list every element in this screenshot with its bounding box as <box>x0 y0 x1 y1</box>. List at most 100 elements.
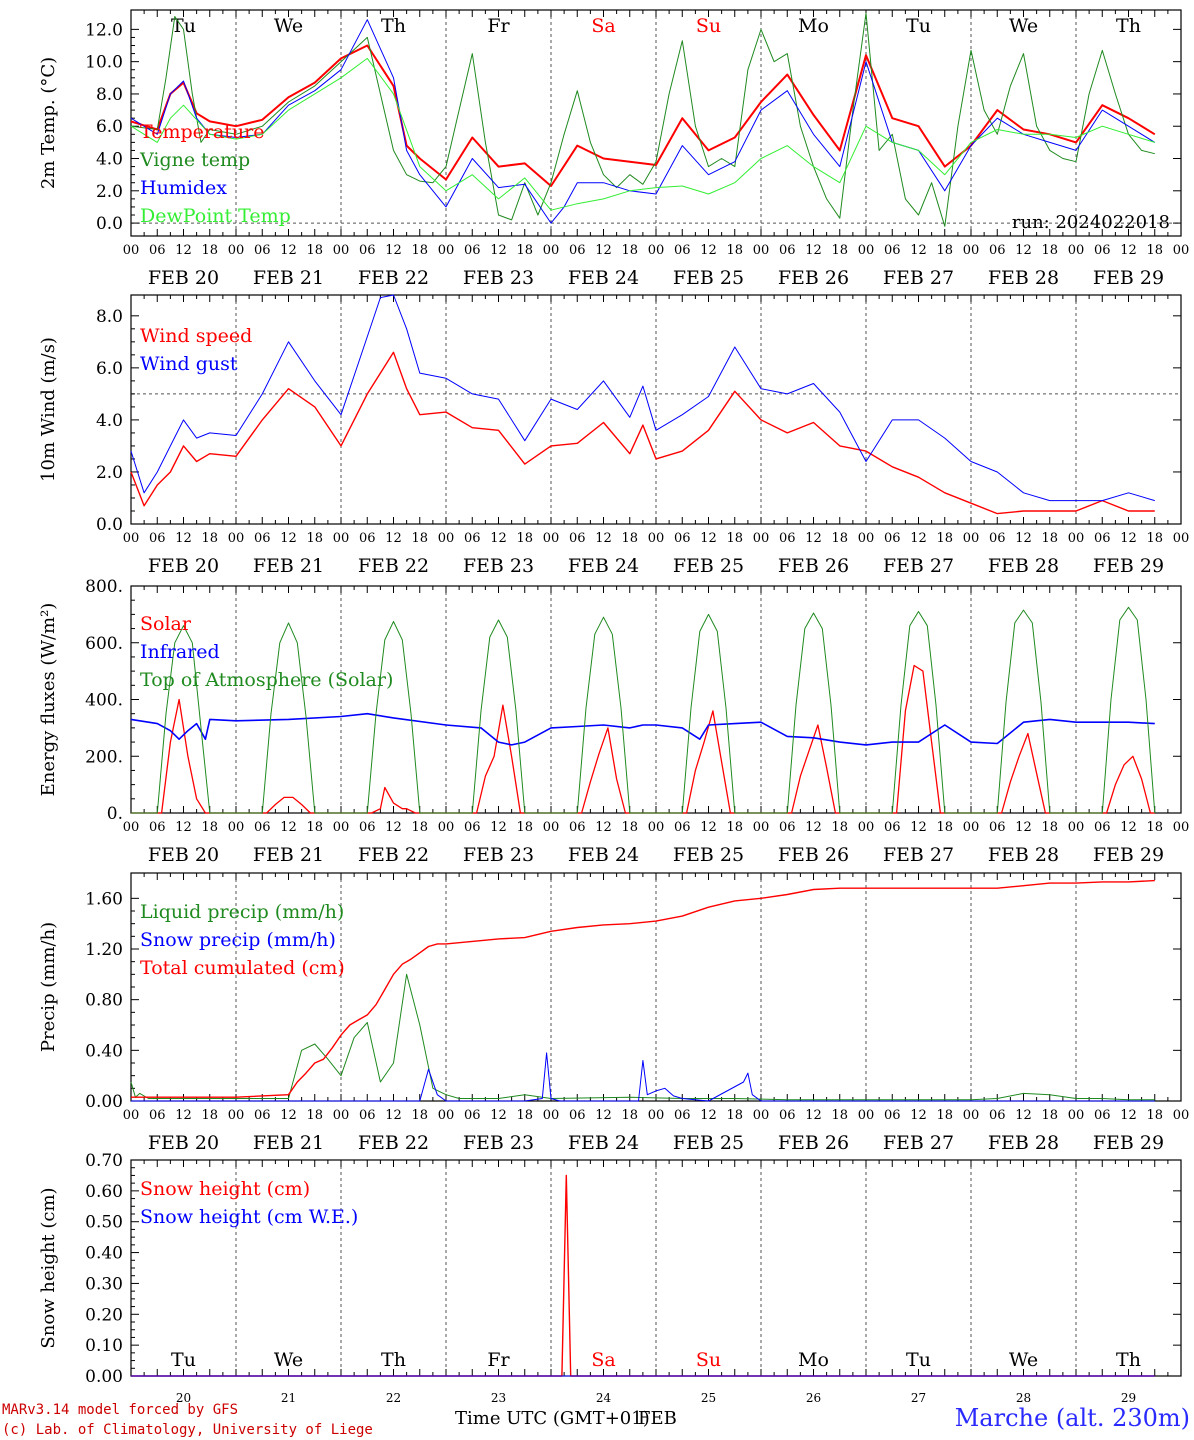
y-tick-label: 6.0 <box>96 117 123 137</box>
hour-label: 12 <box>805 820 822 835</box>
hour-label: 00 <box>543 820 560 835</box>
day-of-week-label: Th <box>1116 1349 1141 1371</box>
day-number-label: 24 <box>596 1391 612 1405</box>
series-total-cumulated-cm <box>131 879 1155 1098</box>
footer-lab: (c) Lab. of Climatology, University of L… <box>2 1422 373 1438</box>
hour-label: 00 <box>1173 243 1190 258</box>
day-of-week-label: Mo <box>798 15 829 37</box>
hour-label: 00 <box>858 1108 875 1123</box>
hour-label: 18 <box>1146 820 1163 835</box>
hour-label: 00 <box>753 243 770 258</box>
date-label: FEB 29 <box>1093 844 1164 866</box>
date-label: FEB 22 <box>358 267 429 289</box>
hour-label: 06 <box>569 1108 586 1123</box>
legend-entry: Humidex <box>140 177 227 199</box>
day-number-label: 20 <box>176 1391 191 1405</box>
hour-label: 18 <box>411 531 428 546</box>
hour-label: 12 <box>175 531 192 546</box>
hour-label: 12 <box>1015 820 1032 835</box>
panel-wind: 0.0 2.0 4.0 6.0 8.0 10m Wind (m/s) 00 06 12 18 00 0… <box>38 294 1189 577</box>
legend-entry: Infrared <box>140 641 220 663</box>
run-label: run: 2024022018 <box>1012 212 1170 233</box>
hour-label: 00 <box>648 243 665 258</box>
series-snow-precip-mm-h <box>131 1052 1155 1102</box>
day-number-label: 26 <box>806 1391 821 1405</box>
day-of-week-label: We <box>1009 1349 1038 1371</box>
hour-label: 12 <box>280 243 297 258</box>
hour-label: 18 <box>1146 1108 1163 1123</box>
hour-label: 18 <box>621 243 638 258</box>
date-label: FEB 27 <box>883 267 954 289</box>
hour-label: 18 <box>831 531 848 546</box>
hour-label: 12 <box>1120 243 1137 258</box>
hour-label: 18 <box>201 1108 218 1123</box>
hour-label: 06 <box>1094 531 1111 546</box>
hour-label: 18 <box>411 1108 428 1123</box>
hour-label: 00 <box>438 531 455 546</box>
hour-label: 06 <box>674 243 691 258</box>
hour-label: 06 <box>779 243 796 258</box>
hour-label: 00 <box>963 531 980 546</box>
date-label: FEB 24 <box>568 1132 639 1154</box>
hour-label: 00 <box>333 820 350 835</box>
hour-label: 18 <box>726 820 743 835</box>
date-label: FEB 25 <box>673 1132 744 1154</box>
station-name: Marche (alt. 230m) <box>955 1404 1190 1432</box>
hour-label: 18 <box>936 1108 953 1123</box>
hour-label: 06 <box>359 1108 376 1123</box>
y-tick-label: 800. <box>85 577 123 597</box>
hour-label: 12 <box>280 531 297 546</box>
hour-label: 18 <box>831 1108 848 1123</box>
date-label: FEB 20 <box>148 555 219 577</box>
hour-label: 12 <box>175 820 192 835</box>
hour-label: 00 <box>333 1108 350 1123</box>
hour-label: 06 <box>674 820 691 835</box>
y-tick-label: 200. <box>85 747 123 767</box>
hour-label: 12 <box>805 531 822 546</box>
hour-label: 18 <box>201 243 218 258</box>
day-of-week-label: We <box>1009 15 1038 37</box>
y-axis-title: 10m Wind (m/s) <box>38 337 59 482</box>
hour-label: 12 <box>805 1108 822 1123</box>
series-wind-speed <box>130 351 1155 515</box>
date-label: FEB 21 <box>253 844 324 866</box>
hour-label: 06 <box>989 1108 1006 1123</box>
date-label: FEB 21 <box>253 555 324 577</box>
hour-label: 12 <box>805 243 822 258</box>
hour-label: 18 <box>516 243 533 258</box>
hour-label: 06 <box>1094 1108 1111 1123</box>
panel-snow: 0.00 0.10 0.20 0.30 0.40 0.50 0.60 0.70 Snow hei… <box>38 1151 1182 1405</box>
x-axis-title: Time UTC (GMT+01) <box>455 1408 650 1429</box>
hour-label: 06 <box>884 1108 901 1123</box>
series-top-of-atmosphere-solar <box>131 606 1156 814</box>
y-tick-label: 4.0 <box>96 411 123 431</box>
day-of-week-label: Fr <box>487 1349 510 1371</box>
day-number-label: 25 <box>701 1391 716 1405</box>
y-tick-label: 8.0 <box>96 307 123 327</box>
legend-entry: Snow height (cm W.E.) <box>140 1206 358 1228</box>
hour-label: 00 <box>1068 531 1085 546</box>
y-tick-label: 0.0 <box>96 515 123 535</box>
hour-label: 00 <box>438 1108 455 1123</box>
day-of-week-label: Sa <box>591 1349 615 1371</box>
hour-label: 06 <box>1094 820 1111 835</box>
series-wind-gust <box>130 294 1155 502</box>
hour-label: 12 <box>385 820 402 835</box>
date-label: FEB 23 <box>463 1132 534 1154</box>
hour-label: 00 <box>858 243 875 258</box>
date-label: FEB 29 <box>1093 555 1164 577</box>
legend-entry: Wind gust <box>140 353 238 375</box>
date-label: FEB 22 <box>358 555 429 577</box>
hour-label: 06 <box>464 820 481 835</box>
hour-label: 12 <box>700 1108 717 1123</box>
hour-label: 06 <box>569 531 586 546</box>
hour-label: 12 <box>700 820 717 835</box>
hour-label: 00 <box>858 820 875 835</box>
legend-entry: Snow precip (mm/h) <box>140 929 336 951</box>
day-of-week-label: Tu <box>171 1349 196 1371</box>
hour-label: 18 <box>201 531 218 546</box>
y-tick-label: 0.0 <box>96 214 123 234</box>
hour-label: 06 <box>464 243 481 258</box>
hour-label: 12 <box>595 243 612 258</box>
hour-label: 18 <box>726 1108 743 1123</box>
